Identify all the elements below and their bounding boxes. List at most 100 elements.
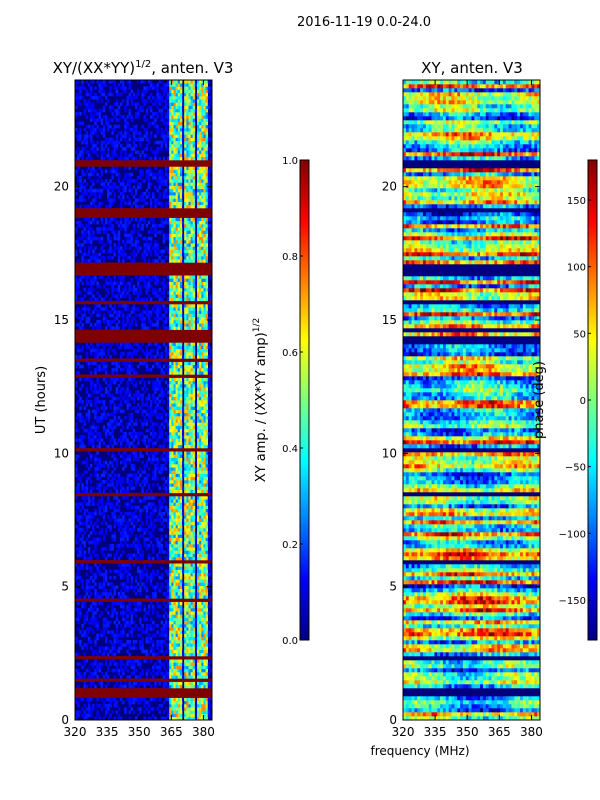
amp-cell — [209, 624, 213, 628]
amp-cell — [75, 323, 78, 327]
amp-cell — [188, 384, 191, 388]
amp-cell — [160, 454, 164, 458]
amp-cell — [147, 473, 151, 478]
amp-cell — [145, 444, 149, 449]
amp-cell — [201, 592, 204, 596]
amp-cell — [192, 508, 196, 513]
amp-cell — [115, 326, 119, 330]
amp-cell — [119, 281, 123, 286]
amp-cell — [107, 473, 110, 478]
amp-cell — [87, 435, 91, 439]
amp-cell — [184, 390, 187, 394]
amp-cell — [124, 294, 127, 298]
amp-cell — [209, 713, 213, 718]
amp-cell — [179, 505, 183, 510]
amp-cell — [85, 412, 89, 417]
amp-cell — [179, 627, 183, 631]
amp-cell — [188, 291, 191, 295]
amp-cell — [141, 668, 144, 673]
amp-cell — [167, 384, 170, 388]
amp-cell — [167, 425, 170, 430]
amp-cell — [199, 259, 202, 263]
amp-cell — [203, 320, 206, 324]
amp-cell — [199, 400, 202, 404]
amp-cell — [109, 345, 112, 350]
amp-cell — [164, 361, 168, 366]
amp-cell — [162, 608, 166, 612]
amp-cell — [188, 707, 191, 711]
amp-cell — [104, 361, 108, 366]
amp-cell — [162, 444, 166, 449]
amp-cell — [205, 368, 209, 372]
amp-cell — [171, 451, 174, 455]
amp-cell — [92, 608, 95, 612]
amp-cell — [179, 483, 183, 487]
amp-cell — [89, 313, 93, 318]
amp-cell — [179, 249, 183, 254]
amp-cell — [205, 435, 209, 439]
amp-cell — [197, 531, 200, 535]
amp-cell — [160, 620, 164, 625]
amp-cell — [186, 252, 189, 257]
amp-cell — [130, 364, 134, 369]
amp-cell — [104, 432, 108, 436]
amp-cell — [126, 502, 129, 506]
amp-cell — [171, 528, 174, 532]
amp-cell — [111, 361, 114, 366]
amp-cell — [194, 563, 198, 567]
amp-cell — [175, 380, 179, 385]
amp-cell — [75, 425, 78, 430]
amp-cell — [77, 588, 80, 593]
amp-cell — [205, 419, 209, 423]
amp-cell — [184, 345, 187, 350]
amp-cell — [130, 323, 134, 327]
amp-cell — [117, 473, 121, 478]
amp-cell — [164, 681, 168, 686]
amp-cell — [124, 489, 127, 494]
amp-cell — [147, 406, 151, 410]
amp-cell — [115, 371, 119, 375]
amp-cell — [184, 326, 187, 330]
amp-cell — [98, 320, 101, 324]
amp-cell — [134, 515, 138, 519]
amp-cell — [199, 604, 202, 609]
amp-cell — [188, 457, 191, 462]
amp-cell — [162, 326, 166, 330]
amp-cell — [100, 582, 104, 586]
amp-cell — [160, 662, 164, 666]
amp-cell — [98, 364, 101, 369]
amp-cell — [171, 480, 174, 484]
amp-cell — [177, 291, 181, 295]
amp-cell — [192, 608, 196, 612]
amp-cell — [192, 393, 196, 398]
amp-cell — [122, 604, 125, 609]
amp-cell — [169, 592, 172, 596]
amp-cell — [203, 707, 206, 711]
amp-cell — [188, 259, 191, 263]
amp-cell — [134, 320, 138, 324]
amp-cell — [171, 364, 174, 369]
amp-cell — [201, 476, 204, 481]
amp-cell — [122, 614, 125, 618]
amp-cell — [128, 700, 131, 705]
amp-cell — [75, 502, 78, 506]
amp-cell — [179, 444, 183, 449]
amp-cell — [177, 576, 181, 580]
amp-cell — [141, 393, 144, 398]
amp-cell — [107, 624, 110, 628]
amp-cell — [154, 476, 157, 481]
amp-cell — [186, 304, 189, 308]
amp-cell — [173, 259, 176, 263]
amp-cell — [81, 483, 84, 487]
amp-cell — [147, 380, 151, 385]
amp-cell — [177, 662, 181, 666]
amp-cell — [124, 563, 127, 567]
amp-cell — [184, 364, 187, 369]
amp-cell — [92, 652, 95, 657]
amp-cell — [209, 601, 213, 606]
amp-cell — [115, 627, 119, 631]
amp-cell — [111, 476, 114, 481]
amp-cell — [158, 416, 161, 420]
amp-cell — [156, 652, 159, 657]
amp-cell — [190, 550, 194, 554]
